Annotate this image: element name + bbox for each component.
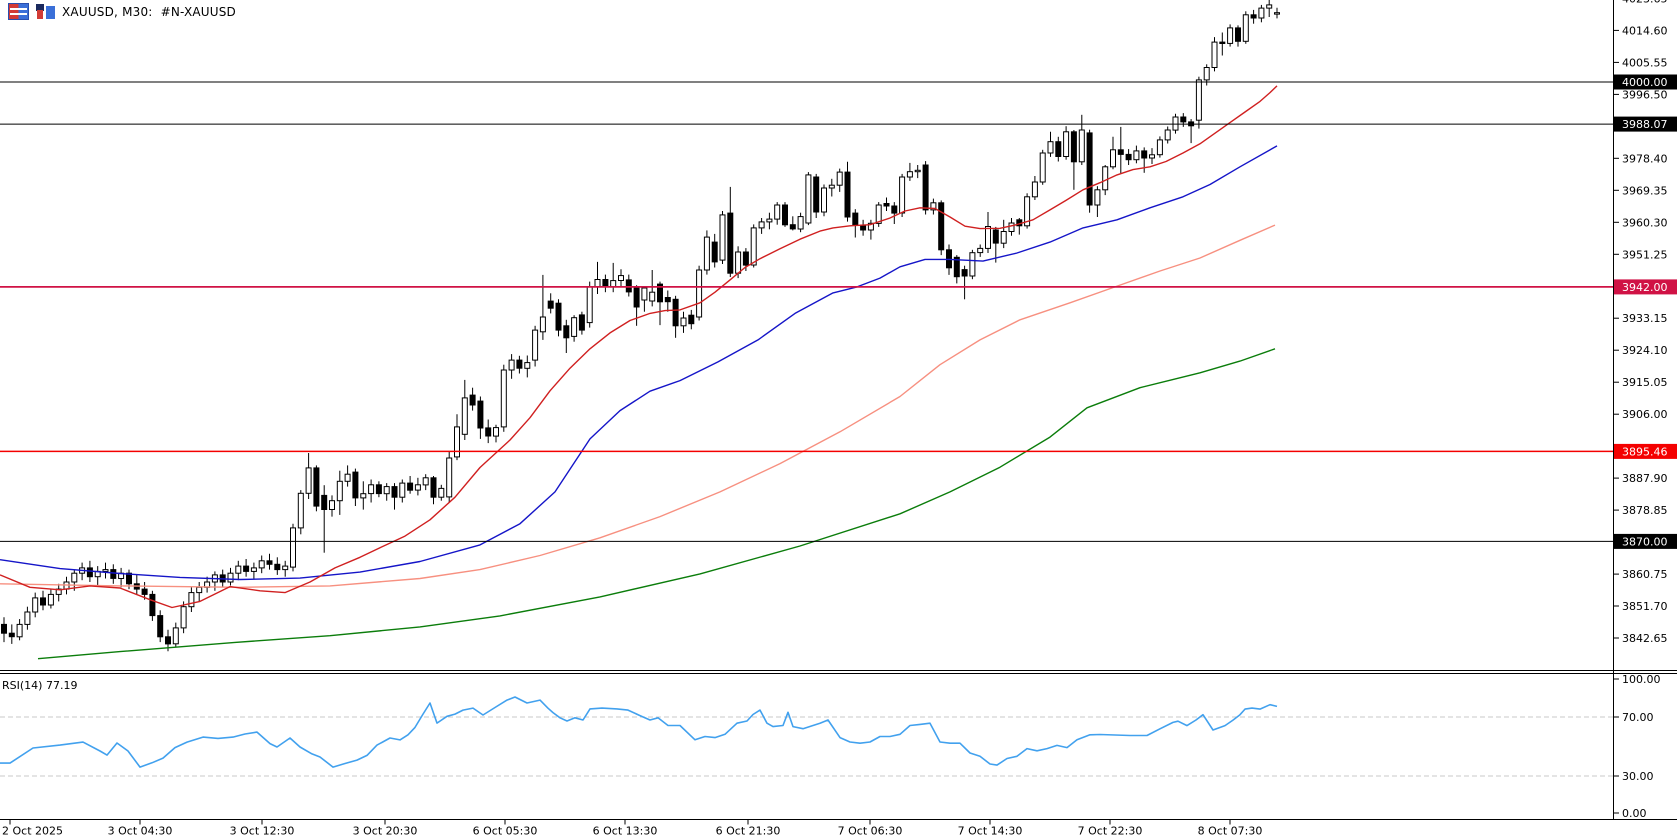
svg-text:8 Oct 07:30: 8 Oct 07:30 — [1198, 825, 1263, 838]
ma-slow-pink — [0, 224, 1276, 588]
svg-text:6 Oct 13:30: 6 Oct 13:30 — [593, 825, 658, 838]
rsi-indicator-label: RSI(14) 77.19 — [2, 679, 77, 692]
bar-chart-icon — [36, 4, 55, 19]
svg-text:3860.75: 3860.75 — [1622, 568, 1668, 581]
rsi-axis[interactable]: 100.00 70.00 30.00 0.00 — [1613, 673, 1661, 820]
svg-text:6 Oct 21:30: 6 Oct 21:30 — [716, 825, 781, 838]
svg-text:70.00: 70.00 — [1622, 711, 1654, 724]
quote-table-icon — [8, 3, 29, 20]
ma-slowest-green — [37, 348, 1276, 660]
svg-text:30.00: 30.00 — [1622, 770, 1654, 783]
svg-text:3842.65: 3842.65 — [1622, 632, 1668, 645]
price-axis[interactable]: 4023.65 4014.60 4005.55 3996.50 3978.40 3969.… — [1613, 0, 1677, 645]
svg-text:3933.15: 3933.15 — [1622, 312, 1668, 325]
svg-text:7 Oct 06:30: 7 Oct 06:30 — [838, 825, 903, 838]
svg-text:6 Oct 05:30: 6 Oct 05:30 — [473, 825, 538, 838]
svg-text:3870.00: 3870.00 — [1622, 535, 1668, 548]
svg-text:4023.65: 4023.65 — [1622, 0, 1668, 5]
svg-text:4014.60: 4014.60 — [1622, 24, 1668, 37]
svg-text:3851.70: 3851.70 — [1622, 600, 1668, 613]
svg-text:3988.07: 3988.07 — [1622, 118, 1668, 131]
svg-text:4005.55: 4005.55 — [1622, 56, 1668, 69]
svg-text:3942.00: 3942.00 — [1622, 281, 1668, 294]
svg-text:3951.25: 3951.25 — [1622, 248, 1668, 261]
svg-text:2 Oct 2025: 2 Oct 2025 — [2, 825, 63, 838]
svg-text:3 Oct 12:30: 3 Oct 12:30 — [230, 825, 295, 838]
svg-text:3895.46: 3895.46 — [1622, 445, 1668, 458]
svg-text:0.00: 0.00 — [1622, 807, 1647, 820]
svg-text:3969.35: 3969.35 — [1622, 184, 1668, 197]
svg-text:3 Oct 20:30: 3 Oct 20:30 — [353, 825, 418, 838]
svg-text:3878.85: 3878.85 — [1622, 504, 1668, 517]
svg-text:3960.30: 3960.30 — [1622, 216, 1668, 229]
symbol-title: XAUUSD, M30: #N-XAUUSD — [62, 4, 236, 19]
ma-mid-blue — [0, 145, 1278, 581]
symbol-header: XAUUSD, M30: #N-XAUUSD — [8, 3, 236, 20]
time-axis[interactable]: 2 Oct 2025 3 Oct 04:30 3 Oct 12:30 3 Oct 20… — [2, 819, 1263, 838]
ma-fast-red — [0, 85, 1278, 609]
svg-text:3978.40: 3978.40 — [1622, 152, 1668, 165]
svg-text:3996.50: 3996.50 — [1622, 88, 1668, 101]
svg-text:3906.00: 3906.00 — [1622, 408, 1668, 421]
svg-text:7 Oct 22:30: 7 Oct 22:30 — [1078, 825, 1143, 838]
svg-text:100.00: 100.00 — [1622, 673, 1661, 686]
rsi-line — [0, 696, 1278, 768]
svg-text:7 Oct 14:30: 7 Oct 14:30 — [958, 825, 1023, 838]
svg-text:3887.90: 3887.90 — [1622, 472, 1668, 485]
svg-text:4000.00: 4000.00 — [1622, 76, 1668, 89]
svg-text:3 Oct 04:30: 3 Oct 04:30 — [108, 825, 173, 838]
svg-text:3924.10: 3924.10 — [1622, 344, 1668, 357]
svg-text:3915.05: 3915.05 — [1622, 376, 1668, 389]
